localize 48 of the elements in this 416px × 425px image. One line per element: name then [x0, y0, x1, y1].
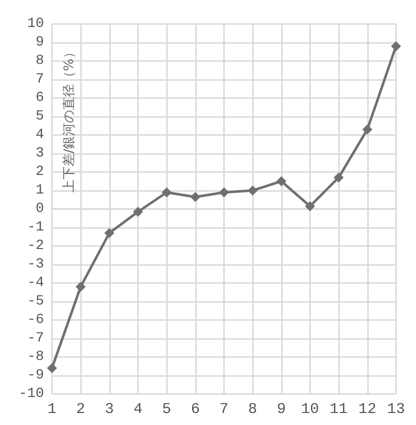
- x-tick-label: 13: [386, 401, 406, 418]
- y-tick-label: -8: [27, 349, 44, 365]
- x-tick-label: 10: [300, 401, 320, 418]
- y-tick-label: 3: [36, 146, 44, 162]
- x-tick-label: 12: [358, 401, 376, 418]
- point: [76, 282, 86, 292]
- point: [133, 206, 143, 217]
- point: [391, 41, 401, 52]
- x-tick-label: 3: [104, 401, 114, 418]
- y-tick-label: 10: [27, 16, 44, 32]
- y-tick-label: -2: [27, 238, 44, 254]
- y-tick-label: 6: [36, 90, 44, 106]
- y-tick-label: 8: [36, 53, 44, 69]
- x-tick-label: 2: [76, 401, 86, 418]
- point: [362, 124, 372, 134]
- x-tick-label: 8: [248, 401, 258, 418]
- point: [190, 192, 200, 202]
- y-tick-label: -9: [27, 368, 44, 384]
- y-tick-label: -5: [27, 294, 44, 310]
- point: [248, 186, 258, 196]
- x-tick-label: 1: [47, 401, 57, 418]
- point: [334, 172, 344, 183]
- x-tick-label: 4: [133, 401, 143, 418]
- point: [162, 187, 172, 198]
- y-tick-label: 5: [36, 108, 44, 124]
- x-tick-label: 7: [219, 401, 229, 418]
- x-tick-label: 5: [162, 401, 172, 418]
- y-tick-label: 4: [36, 127, 44, 143]
- y-tick-label: 0: [36, 201, 44, 217]
- point: [305, 201, 315, 212]
- y-tick-label: -1: [27, 220, 44, 236]
- point: [104, 228, 114, 238]
- x-tick-label: 11: [330, 401, 348, 418]
- y-tick-label: 2: [36, 164, 44, 180]
- y-axis-title: 上下差/銀河の直径（%）: [62, 46, 77, 192]
- y-tick-label: -10: [18, 386, 44, 402]
- y-tick-label: 9: [36, 34, 44, 50]
- point: [47, 363, 57, 374]
- y-tick-label: -7: [27, 330, 44, 346]
- x-tick-label: 6: [190, 401, 200, 418]
- y-tick-label: 7: [36, 72, 44, 88]
- y-tick-label: -3: [27, 256, 44, 272]
- y-tick-label: -4: [27, 275, 44, 291]
- y-tick-label: -6: [27, 312, 44, 328]
- x-tick-label: 9: [276, 401, 286, 418]
- point: [276, 176, 286, 186]
- point: [219, 187, 229, 198]
- y-tick-label: 1: [36, 182, 44, 198]
